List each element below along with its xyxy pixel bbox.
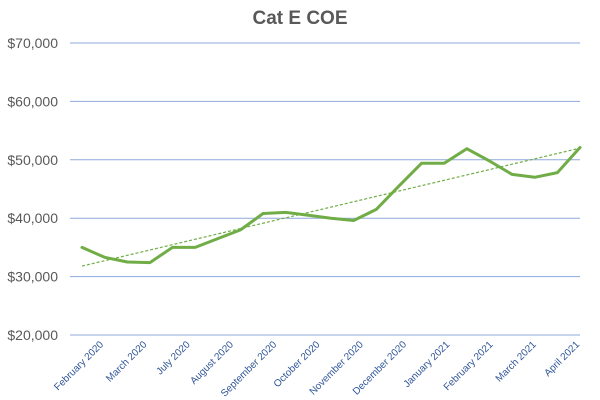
x-tick-label: March 2021 (494, 339, 539, 384)
y-tick-label: $30,000 (7, 269, 58, 285)
x-tick-label: August 2020 (188, 339, 236, 387)
x-tick-label: March 2020 (104, 339, 149, 384)
y-tick-label: $20,000 (7, 327, 58, 343)
y-tick-label: $70,000 (7, 35, 58, 51)
series-line (80, 146, 582, 265)
x-tick-label: February 2020 (52, 339, 106, 393)
x-tick-label: April 2021 (543, 339, 583, 379)
y-tick-label: $60,000 (7, 93, 58, 109)
y-tick-label: $40,000 (7, 210, 58, 226)
chart-title: Cat E COE (252, 8, 348, 29)
x-tick-label: July 2020 (155, 339, 193, 377)
y-tick-label: $50,000 (7, 152, 58, 168)
trend-line (81, 147, 581, 267)
